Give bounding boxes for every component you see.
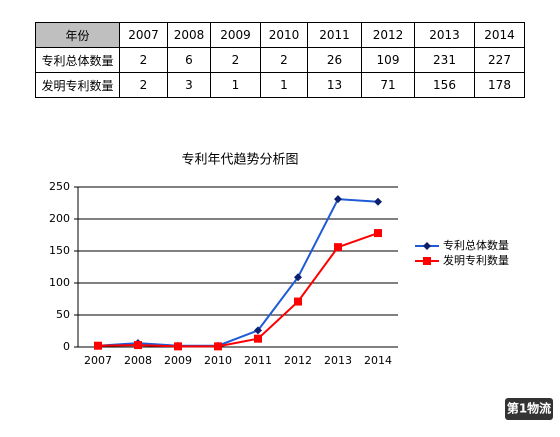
- x-tick-label: 2008: [124, 354, 152, 367]
- marker: [294, 297, 302, 306]
- row-header: 年份: [35, 22, 120, 48]
- table-cell: 109: [361, 47, 415, 73]
- table-cell: 2012: [361, 22, 415, 48]
- table-cell: 2014: [474, 22, 525, 48]
- marker: [174, 342, 182, 351]
- marker: [374, 229, 382, 238]
- table-cell: 1: [210, 72, 261, 98]
- legend-label: 专利总体数量: [443, 238, 509, 252]
- table-cell: 178: [474, 72, 525, 98]
- x-tick-label: 2007: [84, 354, 112, 367]
- legend-marker: [423, 242, 431, 250]
- x-tick-label: 2014: [364, 354, 392, 367]
- watermark: 第1物流: [507, 401, 551, 416]
- table-cell: 26: [307, 47, 362, 73]
- x-tick-label: 2013: [324, 354, 352, 367]
- table-cell: 2008: [167, 22, 211, 48]
- y-tick-label: 0: [63, 340, 70, 353]
- marker: [94, 341, 102, 350]
- marker: [374, 197, 382, 206]
- row-header: 专利总体数量: [35, 47, 120, 73]
- x-tick-label: 2010: [204, 354, 232, 367]
- table-cell: 3: [167, 72, 211, 98]
- marker: [334, 243, 342, 252]
- marker: [254, 334, 262, 343]
- table-cell: 13: [307, 72, 362, 98]
- y-tick-label: 200: [49, 212, 70, 225]
- marker: [334, 195, 342, 204]
- legend-marker: [423, 257, 431, 265]
- table-cell: 231: [414, 47, 475, 73]
- table-cell: 156: [414, 72, 475, 98]
- y-tick-label: 150: [49, 244, 70, 257]
- series-line: [97, 232, 379, 348]
- x-tick-label: 2012: [284, 354, 312, 367]
- watermark-bg: [505, 398, 553, 420]
- table-cell: 71: [361, 72, 415, 98]
- x-tick-label: 2011: [244, 354, 272, 367]
- y-tick-label: 100: [49, 276, 70, 289]
- marker: [254, 326, 262, 335]
- table-cell: 2010: [260, 22, 308, 48]
- marker: [134, 341, 142, 350]
- table-cell: 2: [119, 72, 168, 98]
- y-tick-label: 50: [56, 308, 70, 321]
- table-cell: 1: [260, 72, 308, 98]
- marker: [214, 342, 222, 351]
- table-row: 年份 2007 2008 2009 2010 2011 2012 2013 2014: [35, 22, 525, 48]
- data-table: 年份 2007 2008 2009 2010 2011 2012 2013 2014 专利总体数量…: [35, 22, 525, 98]
- marker: [294, 273, 302, 282]
- row-header: 发明专利数量: [35, 72, 120, 98]
- table-cell: 2: [119, 47, 168, 73]
- table-row: 发明专利数量 2 3 1 1 13 71 156 178: [35, 72, 525, 98]
- legend-label: 发明专利数量: [443, 253, 509, 267]
- table-row: 专利总体数量 2 6 2 2 26 109 231 227: [35, 47, 525, 73]
- y-tick-label: 250: [49, 180, 70, 193]
- chart-title: 专利年代趋势分析图: [181, 152, 298, 168]
- series-line: [97, 198, 379, 347]
- table-cell: 2007: [119, 22, 168, 48]
- x-tick-label: 2009: [164, 354, 192, 367]
